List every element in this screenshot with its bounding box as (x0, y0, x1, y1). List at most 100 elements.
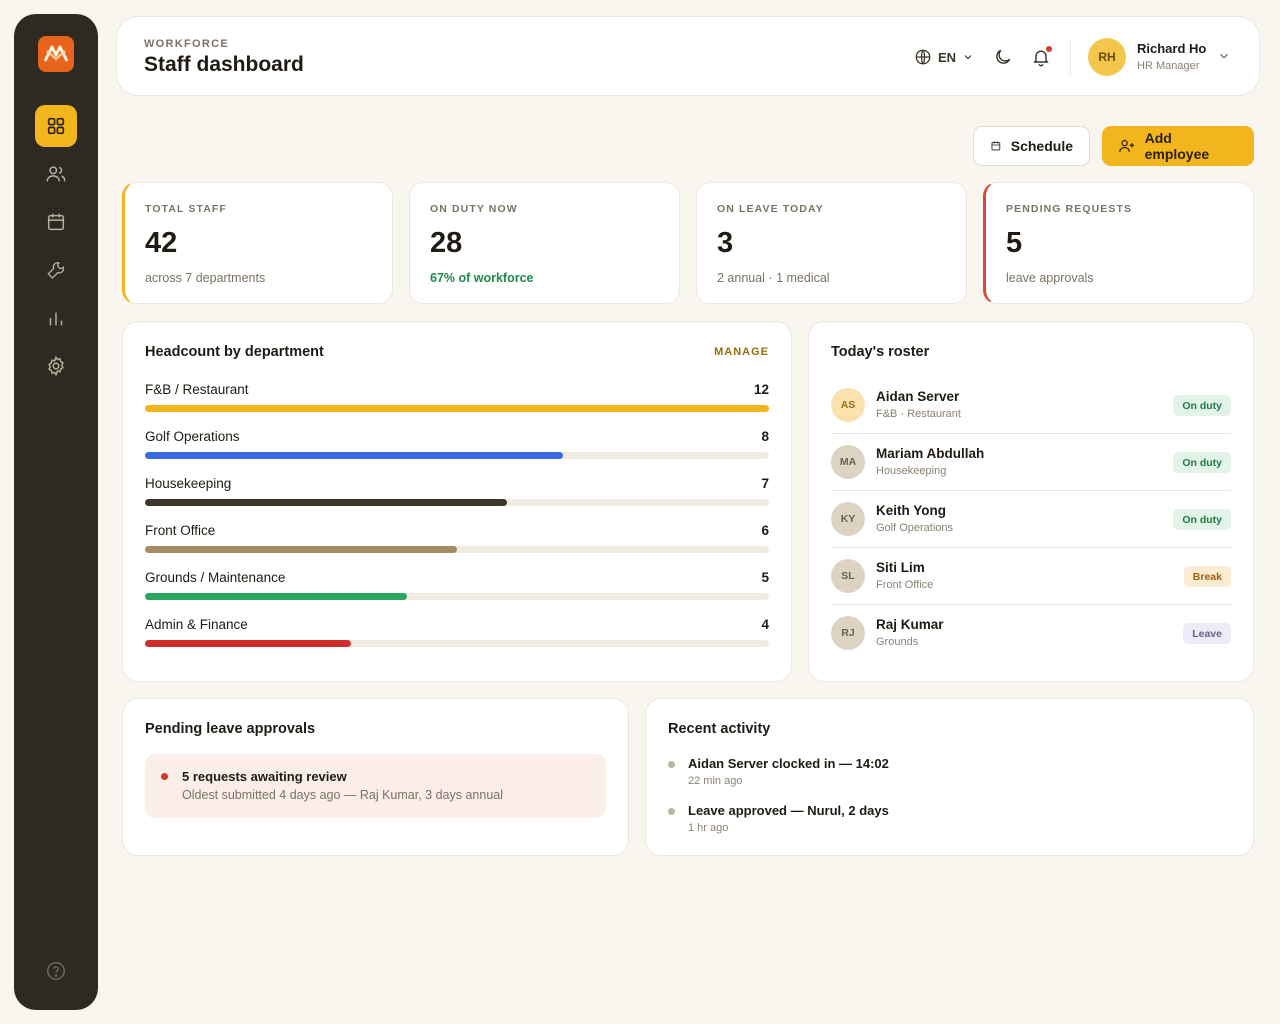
roster-row[interactable]: RJ Raj Kumar Grounds Leave (831, 605, 1231, 662)
nav-reports[interactable] (35, 297, 77, 339)
panel-title: Headcount by department (145, 344, 324, 360)
kpi-label: PENDING REQUESTS (1006, 203, 1133, 215)
avatar: RJ (831, 616, 865, 650)
add-employee-button[interactable]: Add employee (1102, 126, 1254, 166)
user-role: HR Manager (1137, 60, 1200, 72)
recent-activity-panel: Recent activity Aidan Server clocked in … (645, 698, 1254, 856)
manage-link[interactable]: MANAGE (714, 346, 769, 358)
kpi-subtext: leave approvals (1006, 271, 1094, 285)
page-title: Staff dashboard (144, 53, 304, 76)
schedule-button[interactable]: Schedule (973, 126, 1090, 166)
status-badge: On duty (1173, 509, 1231, 530)
nav-help[interactable] (35, 950, 77, 992)
activity-item: Aidan Server clocked in — 14:02 22 min ag… (668, 756, 1228, 796)
kpi-pending-requests: PENDING REQUESTS 5 leave approvals (983, 182, 1254, 304)
bar-chart-icon (49, 312, 63, 326)
notifications-button[interactable] (1029, 45, 1053, 69)
employee-name: Mariam Abdullah (876, 446, 985, 461)
schedule-button-label: Schedule (1010, 138, 1073, 154)
nav-calendar[interactable] (35, 201, 77, 243)
activity-item: Leave approved — Nurul, 2 days 1 hr ago (668, 803, 1228, 843)
avatar: MA (831, 445, 865, 479)
user-name[interactable]: Richard Ho (1137, 41, 1207, 56)
logo-mark-icon (43, 45, 69, 62)
calendar-icon (47, 213, 65, 231)
user-avatar[interactable]: RH (1088, 38, 1126, 76)
activity-time: 22 min ago (688, 775, 743, 787)
theme-toggle-button[interactable] (991, 45, 1015, 69)
activity-text: Aidan Server clocked in — 14:02 (688, 756, 889, 771)
employee-name: Aidan Server (876, 389, 960, 404)
employee-name: Keith Yong (876, 503, 946, 518)
employee-name: Siti Lim (876, 560, 925, 575)
alert-title: 5 requests awaiting review (182, 769, 347, 784)
status-badge: Break (1183, 566, 1231, 587)
department-row: Admin & Finance 4 (145, 617, 769, 657)
avatar: KY (831, 502, 865, 536)
user-plus-icon (1119, 139, 1135, 152)
nav-dashboard[interactable] (35, 105, 77, 147)
department-count: 6 (761, 523, 769, 538)
department-bar-fill (145, 405, 769, 412)
kpi-on-leave: ON LEAVE TODAY 3 2 annual · 1 medical (696, 182, 967, 304)
department-count: 12 (753, 382, 769, 397)
department-row: Front Office 6 (145, 523, 769, 563)
alert-subtext: Oldest submitted 4 days ago — Raj Kumar,… (182, 788, 504, 802)
kpi-label: TOTAL STAFF (145, 203, 227, 215)
kpi-subtext: 67% of workforce (430, 271, 534, 285)
employee-department: Grounds (876, 636, 919, 648)
department-row: Golf Operations 8 (145, 429, 769, 469)
department-bar-track (145, 546, 769, 553)
sidebar (14, 14, 98, 1010)
employee-name: Raj Kumar (876, 617, 944, 632)
activity-dot (668, 808, 675, 815)
avatar: SL (831, 559, 865, 593)
department-bar-track (145, 593, 769, 600)
kpi-on-duty: ON DUTY NOW 28 67% of workforce (409, 182, 680, 304)
department-bar-track (145, 499, 769, 506)
department-count: 7 (761, 476, 769, 491)
department-row: F&B / Restaurant 12 (145, 382, 769, 422)
panel-title: Today's roster (831, 344, 930, 360)
gear-icon (48, 355, 64, 377)
department-bar-fill (145, 640, 351, 647)
chevron-down-icon[interactable] (1217, 49, 1231, 63)
department-name: Admin & Finance (145, 617, 248, 632)
users-icon (46, 166, 66, 182)
panel-title: Pending leave approvals (145, 721, 316, 737)
calendar-icon (991, 141, 1001, 151)
roster-row[interactable]: SL Siti Lim Front Office Break (831, 548, 1231, 605)
status-badge: Leave (1183, 623, 1231, 644)
department-count: 4 (761, 617, 769, 632)
department-name: Housekeeping (145, 476, 232, 491)
roster-row[interactable]: AS Aidan Server F&B · Restaurant On duty (831, 377, 1231, 434)
department-name: Front Office (145, 523, 216, 538)
nav-settings[interactable] (35, 345, 77, 387)
status-badge: On duty (1173, 395, 1231, 416)
top-header: WORKFORCE Staff dashboard EN RH Richard … (116, 16, 1260, 96)
language-selector[interactable]: EN (914, 46, 974, 68)
help-icon (47, 962, 65, 980)
department-name: Grounds / Maintenance (145, 570, 286, 585)
employee-department: Front Office (876, 579, 934, 591)
globe-icon (915, 49, 931, 65)
department-name: Golf Operations (145, 429, 240, 444)
pending-alert[interactable]: 5 requests awaiting review Oldest submit… (145, 754, 606, 818)
pending-approvals-panel: Pending leave approvals 5 requests await… (122, 698, 629, 856)
employee-department: Golf Operations (876, 522, 954, 534)
nav-staff[interactable] (35, 153, 77, 195)
activity-text: Leave approved — Nurul, 2 days (688, 803, 889, 818)
panel-title: Recent activity (668, 721, 771, 737)
roster-row[interactable]: MA Mariam Abdullah Housekeeping On duty (831, 434, 1231, 491)
alert-dot (161, 773, 168, 780)
department-count: 8 (761, 429, 769, 444)
department-bar-track (145, 405, 769, 412)
roster-row[interactable]: KY Keith Yong Golf Operations On duty (831, 491, 1231, 548)
chevron-down-icon (964, 55, 972, 60)
wrench-icon (47, 262, 65, 279)
logo[interactable] (38, 36, 74, 72)
roster-panel: Today's roster AS Aidan Server F&B · Resta… (808, 321, 1254, 682)
nav-maintenance[interactable] (35, 249, 77, 291)
employee-department: F&B · Restaurant (876, 408, 961, 420)
section-eyebrow: WORKFORCE (144, 38, 230, 50)
